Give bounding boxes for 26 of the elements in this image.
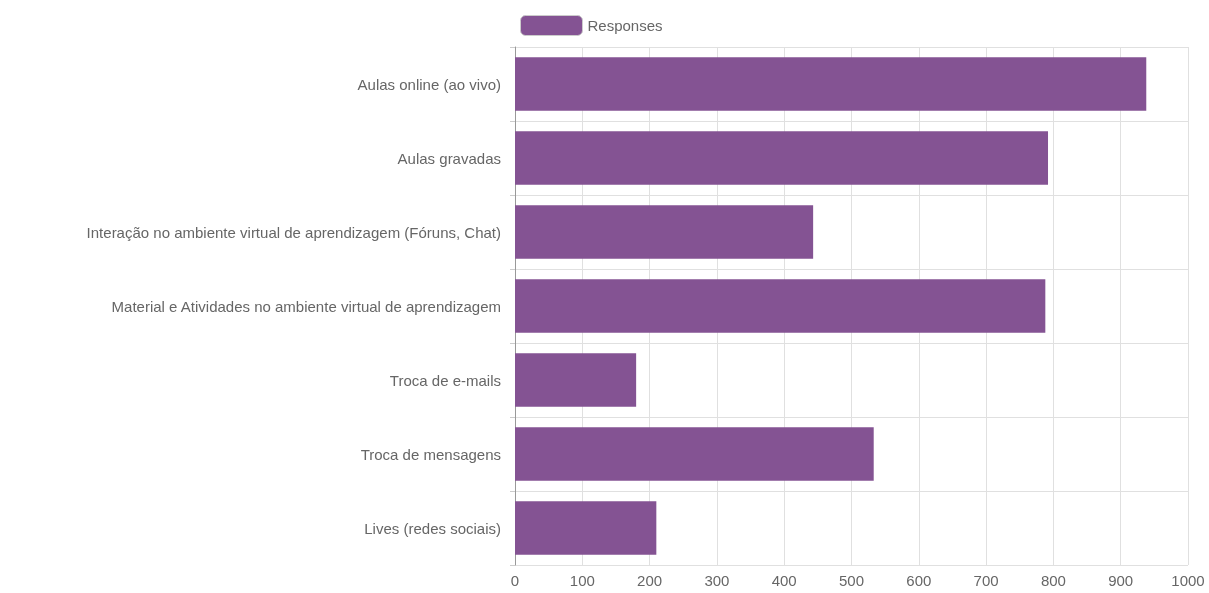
x-tick-label: 600 bbox=[906, 572, 932, 589]
y-tick-label: Material e Atividades no ambiente virtual de aprendizagem bbox=[111, 297, 501, 315]
x-tick-label: 400 bbox=[771, 572, 797, 589]
bar bbox=[515, 279, 1046, 333]
bar bbox=[515, 501, 657, 555]
x-tick-label: 100 bbox=[569, 572, 595, 589]
x-tick-label: 0 bbox=[510, 572, 520, 589]
bar bbox=[515, 131, 1049, 185]
x-tick-label: 800 bbox=[1040, 572, 1066, 589]
y-tick-label: Aulas gravadas bbox=[397, 149, 501, 167]
x-tick-label: 1000 bbox=[1171, 572, 1205, 589]
y-tick-label: Aulas online (ao vivo) bbox=[357, 75, 501, 93]
x-tick-label: 700 bbox=[973, 572, 999, 589]
bar bbox=[515, 353, 637, 407]
x-tick-label: 300 bbox=[704, 572, 730, 589]
bar bbox=[515, 427, 874, 481]
y-tick-label: Troca de e-mails bbox=[389, 371, 501, 389]
bar bbox=[515, 205, 814, 259]
legend-label: Responses bbox=[587, 17, 663, 34]
x-tick-label: 500 bbox=[838, 572, 865, 589]
bar bbox=[515, 57, 1147, 111]
x-tick-label: 200 bbox=[637, 572, 663, 589]
y-tick-label: Lives (redes sociais) bbox=[364, 519, 501, 537]
y-tick-label: Troca de mensagens bbox=[360, 445, 501, 463]
x-tick-label: 900 bbox=[1108, 572, 1134, 589]
y-tick-label: Interação no ambiente virtual de aprendizagem (Fóruns, Chat) bbox=[86, 223, 501, 241]
